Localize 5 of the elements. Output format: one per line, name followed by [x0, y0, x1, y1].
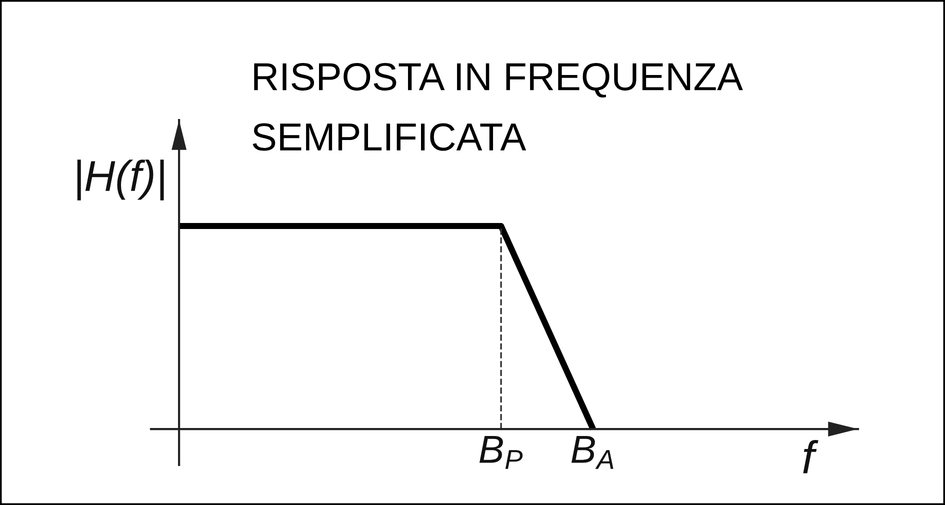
chart-title: RISPOSTA IN FREQUENZA SEMPLIFICATA — [252, 63, 743, 151]
y-axis-title: |H(f)| — [77, 160, 164, 200]
x-tick-label: B$_{A}$ — [571, 436, 614, 469]
x-tick-label: B$_{P}$ — [479, 436, 523, 469]
x-axis-title: f — [803, 440, 818, 474]
